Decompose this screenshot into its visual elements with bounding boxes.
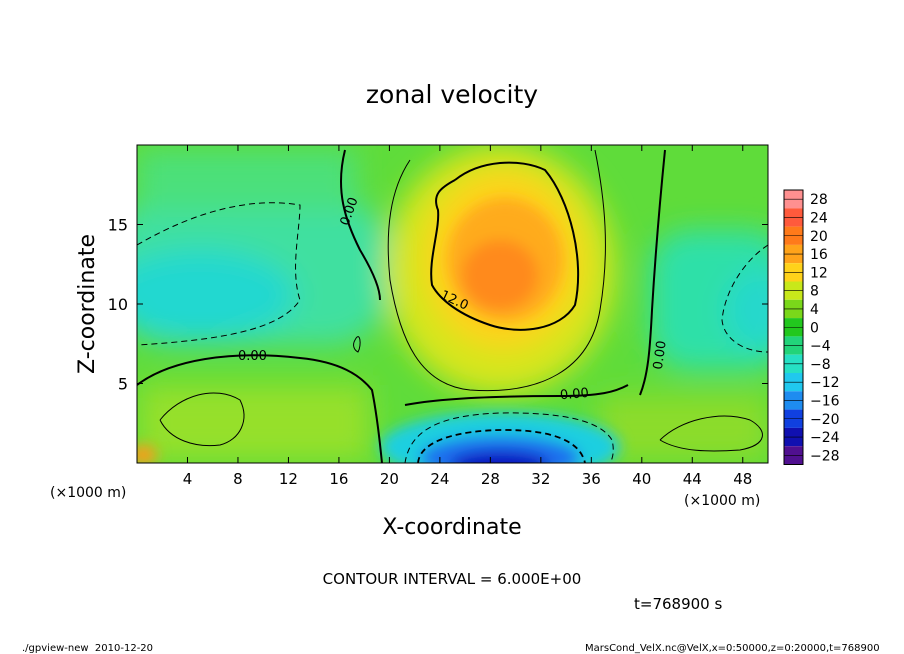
colorbar-label: 28 (810, 192, 828, 208)
x-tick-label: 24 (430, 470, 449, 488)
colorbar-label: −24 (810, 430, 840, 446)
contour-neg-jet-inner (417, 429, 586, 463)
x-tick-label: 36 (582, 470, 601, 488)
x-tick-label: 12 (279, 470, 298, 488)
colorbar-label: 16 (810, 247, 828, 263)
x-tick-label: 4 (183, 470, 193, 488)
region-left-cyan (137, 250, 295, 340)
colorbar-label: 20 (810, 229, 828, 245)
x-tick-label: 16 (329, 470, 348, 488)
x-axis: 4 8 12 16 20 24 28 32 36 40 44 48 (183, 145, 752, 488)
colorbar-label: −28 (810, 448, 840, 464)
contour-neg-jet-outer (404, 412, 614, 463)
chart-title: zonal velocity (366, 80, 538, 109)
y-tick-label: 10 (108, 295, 128, 314)
colorbar-label: −12 (810, 375, 840, 391)
region-core-max (462, 240, 538, 310)
contour-label-zero-jet: 0.00 (559, 386, 589, 403)
contour-small-blob (353, 336, 361, 353)
colorbar-label: 4 (810, 302, 819, 318)
x-tick-label: 8 (233, 470, 243, 488)
velocity-field: 0.00 0.00 0.00 0.00 12.0 (137, 145, 768, 463)
contour-zero-left (137, 354, 383, 463)
x-tick-label: 44 (683, 470, 702, 488)
colorbar-label: 24 (810, 210, 828, 226)
colorbar-label: −4 (810, 339, 831, 355)
y-axis: 5 10 15 (108, 216, 768, 394)
contour-neg-left (137, 202, 301, 346)
contour-label-zero-right: 0.00 (651, 340, 670, 371)
contour-zero-right (639, 149, 666, 396)
region-corner-orange (137, 445, 157, 463)
contour-pos-lower-right (659, 415, 763, 452)
colorbar-label: 12 (810, 265, 828, 281)
footer-right: MarsCond_VelX.nc@VelX,x=0:50000,z=0:2000… (585, 643, 880, 654)
contour-zero-top (339, 149, 381, 301)
colorbar: 28 24 20 16 12 8 4 0 −4 −8 −12 −16 −20 −24 −28 (783, 189, 840, 465)
contour-interval-note: CONTOUR INTERVAL = 6.000E+00 (323, 570, 582, 588)
y-tick-label: 15 (108, 216, 128, 235)
region-bottom-left (140, 385, 370, 460)
region-right-negative (650, 230, 768, 370)
x-unit-left: (×1000 m) (50, 485, 126, 501)
region-jet-blue (420, 436, 580, 463)
x-tick-label: 32 (531, 470, 550, 488)
x-tick-label: 28 (481, 470, 500, 488)
contour-pos-lower-left (159, 392, 245, 447)
time-note: t=768900 s (634, 595, 722, 613)
y-axis-label: Z-coordinate (75, 234, 100, 374)
contour-zero-jet (404, 384, 629, 406)
region-right-cyan (725, 270, 768, 350)
colorbar-label: −8 (810, 357, 831, 373)
contour-twelve (430, 161, 580, 331)
contour-labels: 0.00 0.00 0.00 0.00 12.0 (238, 195, 670, 403)
x-tick-label: 48 (733, 470, 752, 488)
colorbar-label: −20 (810, 412, 840, 428)
region-bottom-right (600, 395, 768, 460)
colorbar-label: 0 (810, 320, 819, 336)
x-tick-label: 20 (380, 470, 399, 488)
x-unit-right: (×1000 m) (684, 493, 760, 509)
contour-neg-right (721, 244, 768, 353)
colorbar-label: −16 (810, 393, 840, 409)
region-jet-core (450, 451, 550, 463)
contour-pos-6 (387, 149, 606, 392)
contour-label-zero-left: 0.00 (238, 349, 267, 364)
y-tick-label: 5 (118, 375, 128, 394)
footer-left: ./gpview-new 2010-12-20 (22, 643, 153, 654)
x-tick-label: 40 (632, 470, 651, 488)
x-axis-label: X-coordinate (382, 515, 521, 540)
contour-lines (137, 149, 768, 463)
colorbar-label: 8 (810, 284, 819, 300)
region-top-left (137, 150, 357, 210)
